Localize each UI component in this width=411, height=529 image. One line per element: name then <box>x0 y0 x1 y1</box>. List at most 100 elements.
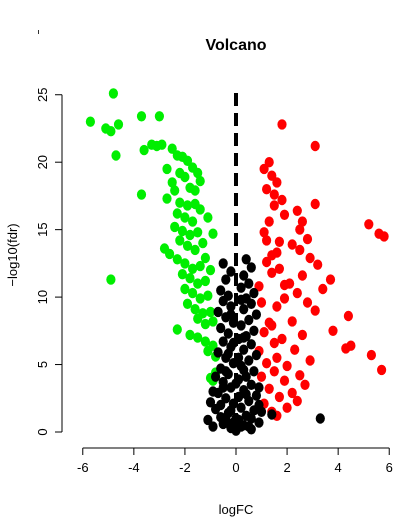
data-point-down <box>139 144 149 156</box>
data-point-up <box>292 395 302 407</box>
data-point-ns <box>244 355 254 366</box>
data-point-down <box>162 163 172 175</box>
data-point-up <box>264 216 274 227</box>
data-point-up <box>254 281 264 292</box>
data-point-up <box>262 235 272 246</box>
data-point-ns <box>239 332 249 343</box>
data-point-up <box>277 119 287 130</box>
data-point-down <box>180 212 190 223</box>
data-point-ns <box>251 309 261 320</box>
data-point-up <box>295 370 305 381</box>
data-point-up <box>256 297 267 308</box>
data-point-up <box>262 358 272 369</box>
data-point-ns <box>216 322 226 334</box>
data-point-up <box>279 293 290 304</box>
data-point-down <box>108 88 118 99</box>
data-point-ns <box>251 349 261 361</box>
data-point-ns <box>223 348 233 359</box>
data-point-up <box>310 140 320 152</box>
data-point-up <box>277 194 287 206</box>
data-point-down <box>200 275 210 287</box>
data-point-ns <box>239 304 249 315</box>
x-tick-label: 0 <box>232 460 239 475</box>
data-point-ns <box>244 278 254 289</box>
data-point-down <box>195 175 205 187</box>
data-point-up <box>297 329 307 341</box>
data-point-down <box>180 258 190 269</box>
data-point-up <box>305 252 315 264</box>
data-point-ns <box>246 339 256 350</box>
y-tick-label: 25 <box>35 88 50 102</box>
data-point-up <box>366 349 376 361</box>
data-point-up <box>272 177 282 188</box>
data-point-up <box>269 366 279 377</box>
data-point-down <box>157 139 167 150</box>
data-point-ns <box>244 421 254 432</box>
data-point-down <box>170 185 180 196</box>
data-point-ns <box>254 417 264 428</box>
data-point-up <box>279 209 290 220</box>
data-point-ns <box>218 336 228 347</box>
data-point-up <box>292 205 302 216</box>
data-point-ns <box>226 301 236 312</box>
data-point-up <box>256 371 267 382</box>
data-point-down <box>175 197 185 208</box>
data-point-ns <box>226 309 236 320</box>
data-point-down <box>177 225 187 237</box>
x-axis-label: logFC <box>219 502 254 517</box>
data-point-down <box>188 287 198 299</box>
data-point-ns <box>241 254 251 265</box>
data-point-up <box>259 327 269 338</box>
data-point-down <box>185 273 195 284</box>
data-point-ns <box>221 366 231 377</box>
data-point-down <box>167 143 177 154</box>
data-point-up <box>272 352 282 363</box>
data-point-down <box>180 283 190 295</box>
x-tick-label: -2 <box>179 460 191 475</box>
data-point-up <box>274 236 284 247</box>
data-point-ns <box>239 344 249 355</box>
data-point-up <box>287 239 297 250</box>
data-point-down <box>200 252 210 264</box>
data-point-ns <box>213 347 223 358</box>
data-point-up <box>282 402 292 413</box>
data-point-up <box>292 287 302 299</box>
data-point-down <box>193 332 203 343</box>
data-point-up <box>341 343 351 354</box>
data-point-down <box>203 290 213 301</box>
data-point-up <box>277 333 287 345</box>
data-point-ns <box>216 399 226 411</box>
data-point-down <box>85 116 95 127</box>
data-point-ns <box>239 364 249 376</box>
data-point-up <box>379 231 389 242</box>
data-point-up <box>259 163 269 175</box>
data-point-down <box>185 229 195 241</box>
data-point-ns <box>254 399 264 411</box>
data-point-up <box>364 219 374 230</box>
data-point-down <box>136 111 147 122</box>
x-tick-label: -4 <box>128 460 140 475</box>
data-point-down <box>106 126 116 137</box>
data-point-up <box>264 317 274 328</box>
data-point-up <box>279 279 290 291</box>
data-point-ns <box>208 386 218 397</box>
data-point-down <box>193 278 203 289</box>
data-point-ns <box>254 382 264 393</box>
data-point-down <box>136 189 147 200</box>
data-point-down <box>205 306 216 318</box>
data-point-down <box>193 227 203 238</box>
data-point-up <box>343 310 353 322</box>
data-point-ns <box>205 397 216 408</box>
data-point-ns <box>246 413 256 424</box>
data-point-up <box>325 274 336 285</box>
data-point-down <box>162 193 172 204</box>
data-point-down <box>203 345 213 357</box>
data-point-down <box>175 235 185 246</box>
y-axis-label: −log10(fdr) <box>5 223 20 286</box>
data-point-up <box>272 301 282 312</box>
corner-mark <box>38 30 39 34</box>
data-point-up <box>295 224 305 235</box>
data-point-ns <box>216 285 226 296</box>
data-point-down <box>190 185 200 196</box>
data-point-down <box>182 298 193 309</box>
